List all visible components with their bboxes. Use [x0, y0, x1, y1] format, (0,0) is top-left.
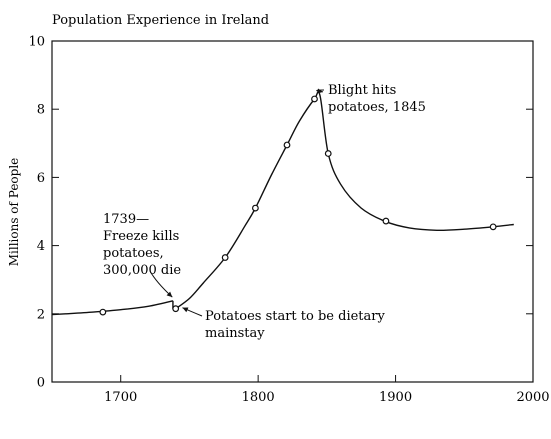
annotation-line: potatoes,: [103, 246, 164, 261]
data-point: [283, 141, 291, 149]
x-tick-label: 1900: [379, 390, 412, 405]
data-point: [221, 254, 229, 261]
data-point: [324, 150, 332, 157]
annotation-line: Potatoes start to be dietary: [205, 309, 385, 324]
population-line-segment: [51, 300, 174, 316]
annotation-mainstay: Potatoes start to be dietary mainstay: [205, 309, 385, 341]
annotation-line: 300,000 die: [103, 263, 181, 278]
population-line: [51, 90, 514, 316]
annotation-line: potatoes, 1845: [328, 100, 426, 115]
x-tick-label: 1700: [104, 390, 137, 405]
data-point: [311, 95, 318, 103]
y-tick-label: 4: [37, 239, 45, 254]
plot-frame: [51, 40, 534, 383]
y-tick-label: 10: [28, 35, 45, 50]
data-point: [251, 204, 259, 212]
x-tick-label: 1800: [242, 390, 275, 405]
y-tick-label: 6: [37, 171, 45, 186]
census-markers: [99, 95, 497, 316]
annotation-freeze: 1739— Freeze kills potatoes, 300,000 die: [103, 212, 181, 278]
annotation-line: 1739—: [103, 212, 149, 227]
y-tick-label: 8: [37, 103, 45, 118]
annotation-line: mainstay: [205, 326, 265, 341]
axis-ticks: 1700 1800 1900 2000 0 2 4 6 8 10: [28, 35, 549, 406]
data-point: [489, 223, 497, 231]
data-point: [172, 305, 180, 313]
annotations: 1739— Freeze kills potatoes, 300,000 die Pot…: [103, 83, 426, 341]
y-tick-label: 0: [37, 376, 45, 391]
population-line-segment: [175, 90, 514, 310]
data-point: [99, 308, 107, 316]
y-axis-label: Millions of People: [7, 158, 21, 267]
blight-arrowhead: [317, 88, 323, 94]
annotation-line: Freeze kills: [103, 229, 179, 244]
annotation-line: Blight hits: [328, 83, 396, 98]
chart-title: Population Experience in Ireland: [52, 13, 269, 28]
x-tick-label: 2000: [516, 390, 549, 405]
freeze-arrowhead: [166, 291, 173, 298]
data-point: [382, 217, 390, 225]
mainstay-arrowhead: [182, 307, 189, 313]
y-tick-label: 2: [37, 307, 45, 322]
annotation-blight: Blight hits potatoes, 1845: [328, 83, 426, 115]
